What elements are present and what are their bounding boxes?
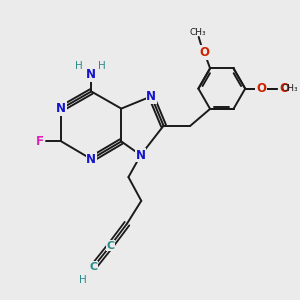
Text: N: N [86,68,96,81]
Text: O: O [200,46,209,59]
Text: N: N [146,90,156,103]
Text: O: O [257,82,267,95]
Text: H: H [79,275,86,285]
Text: N: N [56,102,66,115]
Text: F: F [36,135,44,148]
Text: H: H [75,61,83,71]
Text: H: H [98,61,106,71]
Text: C: C [89,262,98,272]
Text: O: O [279,82,289,95]
Text: O: O [256,82,266,95]
Text: N: N [136,148,146,162]
Text: C: C [106,241,115,250]
Text: N: N [86,153,96,166]
Text: CH₃: CH₃ [190,28,206,37]
Text: CH₃: CH₃ [282,84,298,93]
